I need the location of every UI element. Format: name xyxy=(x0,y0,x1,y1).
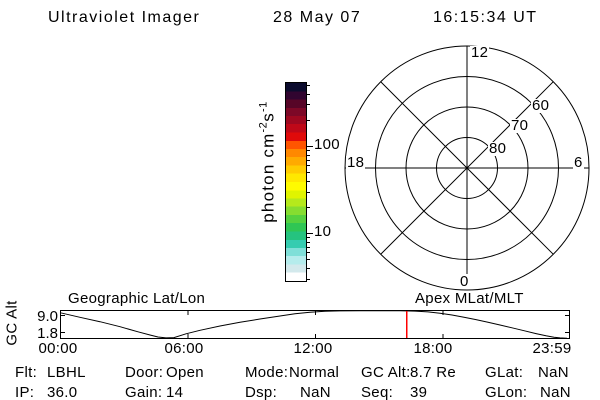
mlat-label-80: 80 xyxy=(488,140,508,157)
timeline-left-title: Geographic Lat/Lon xyxy=(68,290,206,307)
colorbar-unit-label: photon cm-2s-1 xyxy=(257,101,278,223)
status-gc-alt-label: GC Alt: xyxy=(361,364,411,381)
status-ip-label: IP: xyxy=(15,384,35,400)
xtick-label-06-00: 06:00 xyxy=(164,340,204,357)
mlt-label-12: 12 xyxy=(470,44,490,61)
timeline-box xyxy=(60,310,570,339)
status-ip-value: 36.0 xyxy=(47,384,78,400)
timeline-right-title: Apex MLat/MLT xyxy=(415,290,524,307)
xtick-label-00-00: 00:00 xyxy=(38,340,78,357)
mlat-label-70: 70 xyxy=(510,117,530,134)
colorbar xyxy=(285,82,307,282)
polar-spoke xyxy=(380,81,554,255)
status-glat-value: NaN xyxy=(538,364,569,381)
date-label: 28 May 07 xyxy=(273,9,362,26)
ytick-label-1-8: 1.8 xyxy=(37,325,58,342)
mlt-label-6: 6 xyxy=(573,154,584,171)
colorbar-tick-label-100: 100 xyxy=(314,136,340,153)
status-glon-label: GLon: xyxy=(485,384,528,400)
mlt-label-18: 18 xyxy=(346,154,366,171)
status-gain-value: 14 xyxy=(166,384,184,400)
status-mode-value: Normal xyxy=(289,364,340,381)
status-mode-label: Mode: xyxy=(245,364,289,381)
status-gc-alt-value: 8.7 Re xyxy=(410,364,456,381)
status-dsp-label: Dsp: xyxy=(245,384,278,400)
status-flt-value: LBHL xyxy=(47,364,86,381)
app-title: Ultraviolet Imager xyxy=(48,9,201,26)
status-gain-label: Gain: xyxy=(125,384,163,400)
status-door-value: Open xyxy=(166,364,204,381)
xtick-label-12-00: 12:00 xyxy=(293,340,333,357)
timeline-ylabel: GC Alt xyxy=(3,300,21,346)
status-dsp-value: NaN xyxy=(300,384,331,400)
mlt-label-0: 0 xyxy=(459,273,470,290)
status-seq-label: Seq: xyxy=(361,384,394,400)
colorbar-tick-label-10: 10 xyxy=(314,223,332,240)
altitude-curve xyxy=(59,310,568,339)
status-door-label: Door: xyxy=(125,364,164,381)
status-glat-label: GLat: xyxy=(485,364,524,381)
time-label: 16:15:34 UT xyxy=(433,9,538,26)
status-glon-value: NaN xyxy=(540,384,571,400)
xtick-label-18-00: 18:00 xyxy=(413,340,453,357)
status-flt-label: Flt: xyxy=(15,364,38,381)
ytick-label-9: 9.0 xyxy=(37,308,58,325)
mlat-label-60: 60 xyxy=(531,97,551,114)
xtick-label-23-59: 23:59 xyxy=(532,340,572,357)
status-seq-value: 39 xyxy=(410,384,428,400)
